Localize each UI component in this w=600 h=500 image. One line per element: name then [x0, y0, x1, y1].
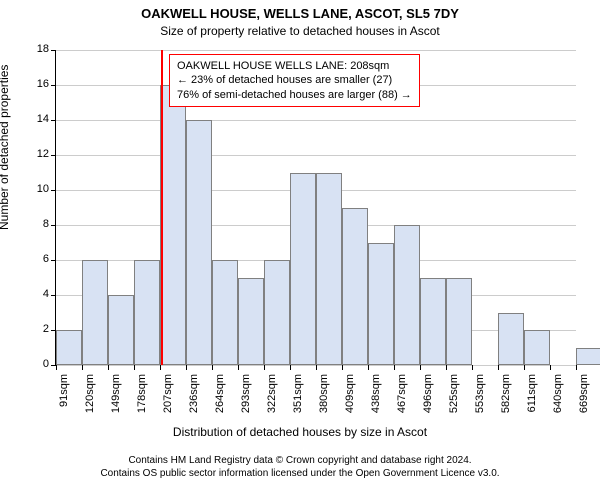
x-axis-label: Distribution of detached houses by size …	[0, 425, 600, 439]
x-tick	[472, 365, 473, 370]
histogram-bar	[576, 348, 600, 366]
x-tick	[576, 365, 577, 370]
chart-subtitle: Size of property relative to detached ho…	[0, 24, 600, 38]
legend-line-3: 76% of semi-detached houses are larger (…	[177, 88, 412, 102]
y-tick-label: 6	[24, 253, 49, 265]
x-tick	[160, 365, 161, 370]
x-tick-label: 293sqm	[240, 374, 252, 424]
histogram-bar	[56, 330, 82, 365]
x-tick	[56, 365, 57, 370]
x-tick-label: 351sqm	[292, 374, 304, 424]
footer-line-1: Contains HM Land Registry data © Crown c…	[0, 455, 600, 468]
x-tick-label: 322sqm	[266, 374, 278, 424]
y-tick	[51, 50, 56, 51]
legend-box: OAKWELL HOUSE WELLS LANE: 208sqm ← 23% o…	[169, 54, 420, 107]
x-tick	[290, 365, 291, 370]
x-tick-label: 149sqm	[110, 374, 122, 424]
x-tick-label: 264sqm	[214, 374, 226, 424]
x-tick-label: 91sqm	[58, 374, 70, 424]
y-tick-label: 14	[24, 113, 49, 125]
chart-title: OAKWELL HOUSE, WELLS LANE, ASCOT, SL5 7D…	[0, 6, 600, 21]
histogram-bar	[160, 85, 186, 365]
x-tick	[342, 365, 343, 370]
x-tick	[420, 365, 421, 370]
y-tick-label: 12	[24, 148, 49, 160]
histogram-bar	[108, 295, 134, 365]
x-tick	[498, 365, 499, 370]
x-tick-label: 178sqm	[136, 374, 148, 424]
x-tick	[82, 365, 83, 370]
x-tick	[108, 365, 109, 370]
histogram-bar	[238, 278, 264, 366]
x-tick	[550, 365, 551, 370]
x-tick-label: 669sqm	[578, 374, 590, 424]
histogram-bar	[420, 278, 446, 366]
y-tick	[51, 85, 56, 86]
footer-line-2: Contains OS public sector information li…	[0, 468, 600, 481]
gridline	[56, 120, 576, 121]
gridline	[56, 155, 576, 156]
y-tick	[51, 225, 56, 226]
x-tick-label: 409sqm	[344, 374, 356, 424]
x-tick-label: 611sqm	[526, 374, 538, 424]
y-tick	[51, 295, 56, 296]
x-tick	[368, 365, 369, 370]
histogram-bar	[342, 208, 368, 366]
y-tick-label: 10	[24, 183, 49, 195]
y-tick-label: 0	[24, 358, 49, 370]
histogram-bar	[290, 173, 316, 366]
gridline	[56, 50, 576, 51]
y-tick-label: 16	[24, 78, 49, 90]
x-tick	[186, 365, 187, 370]
histogram-bar	[186, 120, 212, 365]
x-tick-label: 525sqm	[448, 374, 460, 424]
y-tick-label: 4	[24, 288, 49, 300]
x-tick	[212, 365, 213, 370]
histogram-bar	[134, 260, 160, 365]
footer-text: Contains HM Land Registry data © Crown c…	[0, 455, 600, 480]
x-tick	[316, 365, 317, 370]
marker-line	[161, 50, 163, 365]
x-tick-label: 438sqm	[370, 374, 382, 424]
x-tick-label: 640sqm	[552, 374, 564, 424]
y-tick-label: 2	[24, 323, 49, 335]
histogram-bar	[264, 260, 290, 365]
x-tick-label: 496sqm	[422, 374, 434, 424]
x-tick	[446, 365, 447, 370]
x-tick	[394, 365, 395, 370]
histogram-bar	[524, 330, 550, 365]
y-axis-label: Number of detached properties	[0, 65, 11, 230]
y-tick-label: 18	[24, 43, 49, 55]
x-tick	[134, 365, 135, 370]
x-tick-label: 553sqm	[474, 374, 486, 424]
histogram-bar	[368, 243, 394, 366]
legend-line-2: ← 23% of detached houses are smaller (27…	[177, 73, 412, 87]
histogram-bar	[82, 260, 108, 365]
x-tick-label: 582sqm	[500, 374, 512, 424]
x-tick-label: 236sqm	[188, 374, 200, 424]
histogram-bar	[498, 313, 524, 366]
x-tick-label: 120sqm	[84, 374, 96, 424]
y-tick	[51, 190, 56, 191]
x-tick	[524, 365, 525, 370]
histogram-bar	[212, 260, 238, 365]
x-tick-label: 380sqm	[318, 374, 330, 424]
x-tick-label: 207sqm	[162, 374, 174, 424]
x-tick-label: 467sqm	[396, 374, 408, 424]
y-tick	[51, 260, 56, 261]
y-tick-label: 8	[24, 218, 49, 230]
y-tick	[51, 120, 56, 121]
x-tick	[264, 365, 265, 370]
histogram-bar	[394, 225, 420, 365]
y-tick	[51, 155, 56, 156]
histogram-bar	[446, 278, 472, 366]
legend-line-1: OAKWELL HOUSE WELLS LANE: 208sqm	[177, 59, 412, 73]
x-tick	[238, 365, 239, 370]
histogram-bar	[316, 173, 342, 366]
